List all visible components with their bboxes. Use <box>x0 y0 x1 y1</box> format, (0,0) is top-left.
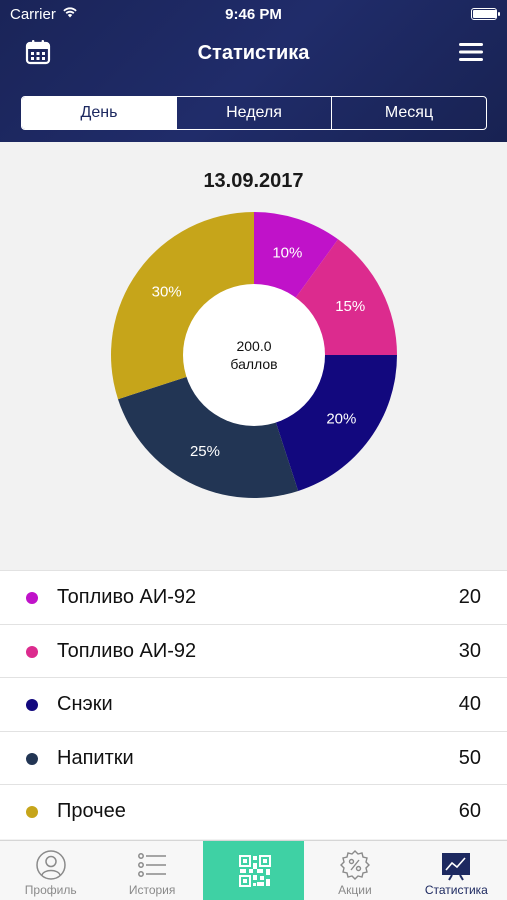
item-label: Топливо АИ-92 <box>57 639 197 662</box>
color-dot <box>26 645 38 658</box>
tab-history[interactable]: История <box>101 841 202 900</box>
item-label: Топливо АИ-92 <box>57 586 197 608</box>
list-item[interactable]: Напитки 50 <box>0 732 507 786</box>
slice-label: 10% <box>272 244 302 261</box>
calendar-icon[interactable] <box>24 38 52 66</box>
history-list-icon <box>136 849 168 881</box>
center-value: 200.0 <box>236 338 271 354</box>
item-label: Снэки <box>57 693 113 716</box>
color-dot <box>26 752 38 765</box>
list-item[interactable]: Топливо АИ-92 30 <box>0 625 507 679</box>
donut-hole <box>183 284 325 426</box>
wifi-icon <box>62 5 78 23</box>
page-title: Статистика <box>197 42 310 64</box>
tab-label: Статистика <box>424 883 488 897</box>
qr-code-icon <box>238 854 271 887</box>
status-bar: Carrier 9:46 PM <box>0 0 507 28</box>
tab-label: Акции <box>338 883 372 897</box>
slice-label: 30% <box>152 284 182 301</box>
tab-promotions[interactable]: Акции <box>304 841 405 900</box>
discount-icon <box>339 849 371 881</box>
list-item[interactable]: Снэки 40 <box>0 678 507 732</box>
color-dot <box>26 699 38 712</box>
nav-bar: Статистика <box>0 28 507 78</box>
list-item[interactable]: Прочее 60 <box>0 785 507 839</box>
category-list: Топливо АИ-92 20 Топливо АИ-92 30 Снэки … <box>0 570 507 839</box>
donut-chart: 200.0 баллов 10% 15% 20% 25% 30% <box>110 212 397 498</box>
list-item[interactable]: Топливо АИ-92 20 <box>0 571 507 625</box>
item-value: 50 <box>458 746 481 769</box>
battery-icon <box>471 8 500 20</box>
chart-area: 13.09.2017 200.0 баллов 10% 15% 20% 25% 30% <box>0 142 507 570</box>
hamburger-menu-icon[interactable] <box>457 40 485 64</box>
tab-qr-scan[interactable] <box>202 841 305 900</box>
color-dot <box>26 806 38 819</box>
item-label: Напитки <box>57 746 134 769</box>
item-value: 40 <box>458 693 481 716</box>
slice-label: 25% <box>190 443 220 460</box>
center-unit: баллов <box>230 356 277 372</box>
tab-label: Профиль <box>24 883 77 897</box>
segment-month[interactable]: Месяц <box>384 104 434 121</box>
item-value: 20 <box>458 586 481 608</box>
tab-profile[interactable]: Профиль <box>0 841 101 900</box>
statistics-icon <box>440 849 472 881</box>
header: Carrier 9:46 PM Статистика <box>0 0 507 142</box>
slice-label: 15% <box>335 298 365 315</box>
segment-day[interactable]: День <box>22 97 177 129</box>
tab-bar: Профиль История Акции Статистика <box>0 840 507 900</box>
tab-label: История <box>128 883 176 897</box>
color-dot <box>26 592 38 604</box>
segment-week[interactable]: Неделя <box>177 97 332 129</box>
profile-icon <box>35 849 67 881</box>
carrier-label: Carrier <box>10 6 56 23</box>
chart-date: 13.09.2017 <box>203 170 304 192</box>
item-value: 60 <box>458 800 481 823</box>
item-value: 30 <box>458 639 481 662</box>
tab-statistics[interactable]: Статистика <box>406 841 507 900</box>
period-segmented-control: День Неделя Месяц <box>21 96 487 130</box>
status-time: 9:46 PM <box>225 6 282 23</box>
slice-label: 20% <box>326 410 356 427</box>
item-label: Прочее <box>57 800 126 823</box>
